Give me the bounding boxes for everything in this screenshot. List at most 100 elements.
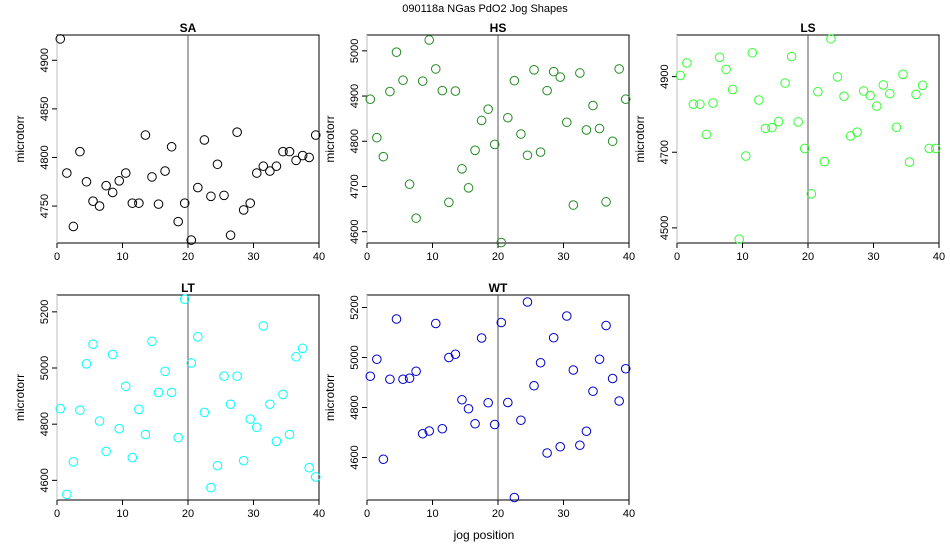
data-point [424,426,435,436]
data-point [476,333,487,343]
x-tick-label: 20 [182,508,194,520]
data-point [127,198,138,208]
data-point [535,147,546,157]
y-tick-label: 5200 [349,295,361,319]
data-point [417,428,428,439]
y-tick-label: 4600 [349,219,361,243]
panel-title: LS [800,21,815,35]
x-tick-label: 10 [426,251,438,263]
data-point [773,116,784,127]
data-point [372,132,382,143]
data-point [865,90,876,101]
data-point [581,426,592,437]
x-tick-label: 40 [313,508,325,520]
data-point [55,403,66,414]
data-point [81,359,92,369]
data-point [68,457,79,467]
data-point [476,115,487,126]
data-point [297,150,308,161]
data-point [529,65,539,75]
data-point [62,168,72,178]
x-tick-label: 0 [54,251,60,263]
data-point [251,422,262,433]
data-point [88,196,98,207]
x-tick-label: 0 [674,251,680,263]
y-tick-label: 4750 [39,194,51,218]
data-point [120,381,131,392]
x-axis-label: jog position [453,528,515,542]
data-point [153,199,164,209]
x-tick-label: 30 [557,508,569,520]
data-point [483,104,493,114]
data-point [463,183,474,193]
data-point [107,187,118,198]
data-point [310,130,321,140]
y-axis-label: microtorr [323,115,337,162]
data-point [594,123,605,134]
data-point [245,198,256,208]
y-tick-label: 4900 [659,64,671,88]
data-point [186,235,197,245]
data-point [780,78,790,88]
y-tick-label: 4700 [349,174,361,198]
data-point [134,198,144,208]
panel-lt: LT 0 10 20 30 40 4600 4800 5000 5200 microtorr [13,281,325,520]
data-point [522,150,533,161]
data-point [786,51,797,62]
data-point [199,135,210,145]
data-point [740,151,751,161]
data-point [535,357,546,368]
data-point [463,403,474,414]
data-point [297,343,308,354]
data-point [271,161,282,172]
data-point [470,418,480,429]
data-point [120,168,131,178]
data-point [114,175,125,186]
data-point [688,99,699,110]
y-tick-label: 5000 [39,356,51,380]
data-point [620,94,631,105]
data-point [284,429,295,440]
data-point [398,75,408,86]
data-point [819,156,830,167]
panels: SA 0 10 20 30 40 4750 4800 4850 4900 microtorr HS 0 1… [13,21,945,520]
data-point [581,125,592,135]
y-tick-label: 5200 [39,300,51,324]
data-point [147,336,157,347]
data-point [503,397,513,408]
data-point [179,198,190,208]
data-point [588,386,598,397]
data-point [450,349,461,360]
data-point [813,86,823,97]
data-point [411,213,421,223]
data-point [186,358,197,368]
data-point [140,130,151,140]
data-point [930,143,941,154]
data-point [542,85,552,96]
data-point [398,374,408,385]
data-point [94,201,105,211]
data-point [575,440,585,451]
data-point [206,482,216,493]
panel-sa: SA 0 10 20 30 40 4750 4800 4850 4900 microtorr [13,21,325,263]
x-tick-label: 20 [492,251,504,263]
data-point [291,155,301,166]
data-point [924,143,934,154]
data-point [620,363,631,374]
data-point [68,221,79,232]
y-tick-label: 5000 [349,39,361,63]
data-point [806,189,817,199]
x-tick-label: 30 [867,251,879,263]
data-point [251,168,262,178]
data-point [548,332,559,343]
y-tick-label: 4900 [349,84,361,108]
data-point [522,297,533,307]
data-point [166,141,177,152]
data-point [607,136,618,147]
panel-ls: LS 0 10 20 30 40 4500 4700 4900 microtorr [633,21,945,263]
data-point [457,164,467,174]
y-tick-label: 4600 [349,445,361,469]
data-point [575,68,585,78]
x-tick-label: 0 [364,508,370,520]
data-point [179,294,190,305]
